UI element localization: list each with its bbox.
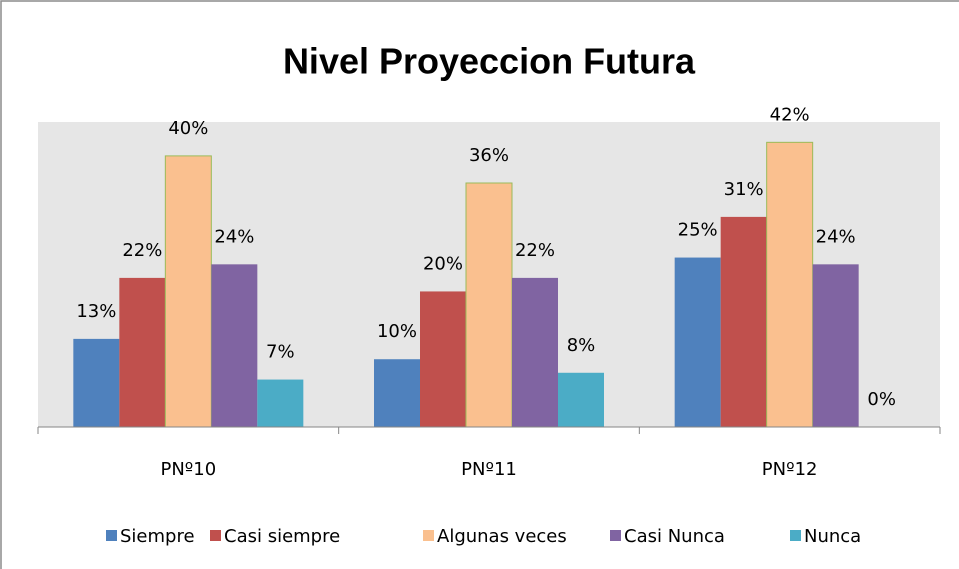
legend-label: Algunas veces [437,526,567,547]
bar [374,359,420,427]
bar [720,216,767,427]
bar [119,277,166,427]
bar [420,291,466,427]
data-label: 0% [867,389,896,410]
data-label: 13% [76,301,116,322]
legend-swatch [106,530,117,541]
data-label: 24% [816,226,856,247]
legend-swatch [790,530,801,541]
data-label: 22% [515,240,555,261]
legend-swatch [210,530,221,541]
bar [164,155,212,428]
bar [766,141,814,428]
data-label: 31% [724,179,764,200]
bar [812,264,859,427]
bar [211,264,258,427]
bar [674,257,721,427]
data-label: 25% [678,220,718,241]
chart-title: Nivel Proyeccion Futura [283,41,696,82]
data-label: 20% [423,253,463,274]
data-label: 40% [168,118,208,139]
bar [558,372,604,427]
data-label: 36% [469,145,509,166]
data-label: 22% [122,240,162,261]
legend-label: Nunca [804,526,861,547]
x-tick-label: PNº10 [160,459,216,480]
bar [73,338,120,427]
x-tick-label: PNº11 [461,459,517,480]
data-label: 7% [266,342,295,363]
legend-swatch [610,530,621,541]
bar [465,182,513,428]
bar [512,277,558,427]
legend-swatch [423,530,434,541]
legend-label: Casi Nunca [624,526,725,547]
data-label: 24% [214,226,254,247]
legend-label: Casi siempre [224,526,340,547]
data-label: 42% [770,104,810,125]
legend-label: Siempre [120,526,195,547]
bar [257,379,304,427]
data-label: 8% [567,335,596,356]
x-tick-label: PNº12 [762,459,818,480]
data-label: 10% [377,321,417,342]
